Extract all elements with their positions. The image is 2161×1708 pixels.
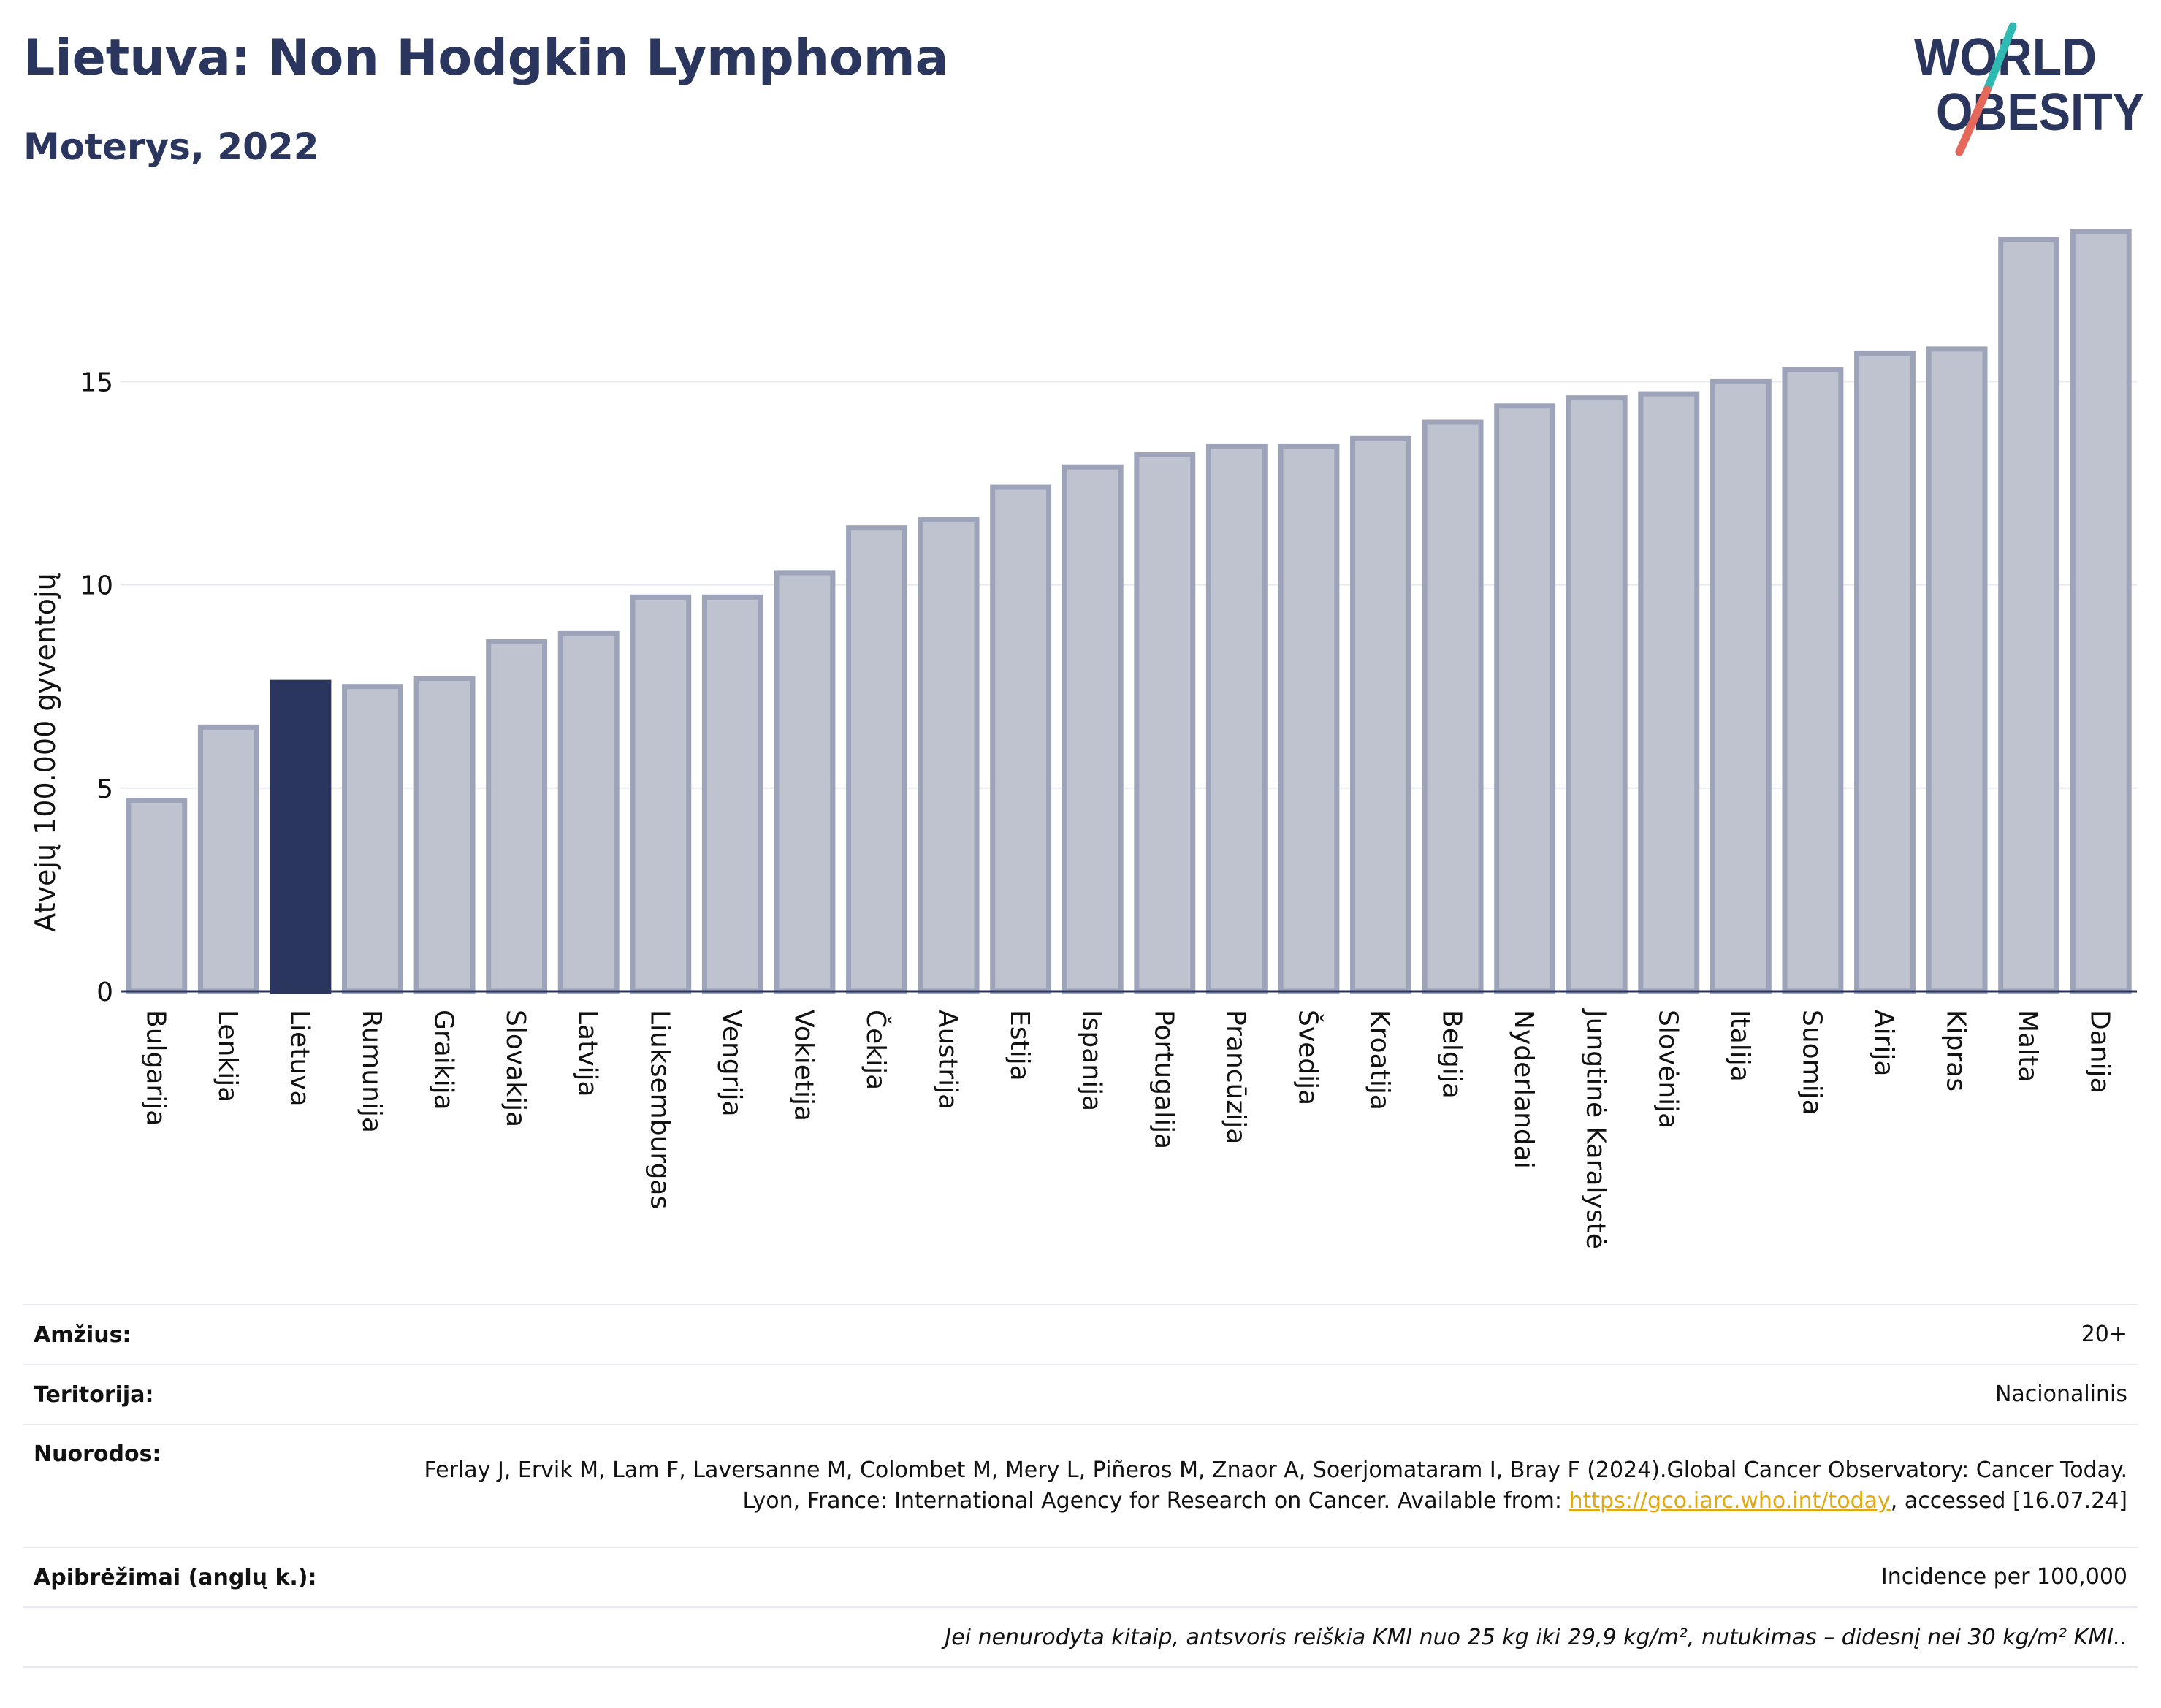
x-tick-label: Jungtinė Karalystė (1581, 1008, 1611, 1249)
x-tick-label: Kroatija (1365, 1010, 1395, 1110)
x-tick-labels: Bulgarija Lenkija Lietuva Rumunija Graikija S… (140, 1008, 2114, 1249)
logo-slash-top (1983, 22, 2017, 94)
bar-Graikija (413, 676, 476, 994)
x-tick-label: Liuksemburgas (644, 1010, 674, 1209)
bar-Slovakija (486, 638, 548, 994)
bar-Kroatija (1350, 435, 1411, 994)
x-tick-label: Prancūzija (1221, 1010, 1251, 1144)
info-row-age: Amžius: 20+ (23, 1305, 2138, 1365)
bar-Danija (2070, 229, 2132, 994)
bar-Belgija (1422, 419, 1484, 994)
x-tick-label: Portugalija (1148, 1010, 1178, 1149)
x-tick-label: Suomija (1796, 1010, 1826, 1116)
bar-Čekija (846, 525, 907, 994)
x-tick-label: Vengrija (717, 1010, 747, 1117)
bar-Airija (1854, 350, 1916, 994)
bar-Lietuva (270, 679, 332, 994)
x-tick-label: Ispanija (1077, 1010, 1107, 1111)
bar-Jungtinė Karalystė (1566, 395, 1628, 994)
x-tick-label: Italija (1725, 1010, 1755, 1082)
age-label: Amžius: (34, 1322, 132, 1348)
info-row-territory: Teritorija: Nacionalinis (23, 1365, 2138, 1425)
references-link[interactable]: https://gco.iarc.who.int/today (1569, 1488, 1891, 1514)
x-tick-label: Lietuva (284, 1010, 314, 1107)
world-obesity-logo: WORLD OBESITY (1914, 22, 2144, 156)
age-value: 20+ (2081, 1322, 2127, 1347)
definitions-value: Incidence per 100,000 (1880, 1564, 2127, 1590)
bar-Suomija (1782, 367, 1844, 994)
y-tick-labels: 0 5 10 15 (80, 367, 113, 1007)
bar-Portugalija (1134, 452, 1196, 994)
bar-Prancūzija (1205, 443, 1268, 994)
y-axis-title: Atvejų 100.000 gyventojų (29, 573, 61, 931)
bar-Malta (1998, 237, 2060, 994)
bar-Vengrija (701, 594, 763, 994)
x-tick-label: Belgija (1437, 1010, 1467, 1099)
definitions-label: Apibrėžimai (anglų k.): (34, 1564, 317, 1590)
territory-value: Nacionalinis (1994, 1381, 2127, 1407)
references-accessed: , accessed [16.07.24] (1890, 1488, 2127, 1514)
x-tick-label: Latvija (573, 1010, 603, 1097)
chart-subtitle: Moterys, 2022 (23, 126, 319, 168)
bar-Ispanija (1062, 464, 1124, 994)
x-tick-label: Airija (1869, 1010, 1899, 1077)
y-tick-label: 0 (96, 977, 113, 1007)
x-tick-label: Nyderlandai (1509, 1010, 1539, 1169)
bar-Slovėnija (1638, 391, 1700, 994)
bar-Kipras (1926, 346, 1988, 994)
x-tick-label: Kipras (1941, 1010, 1971, 1091)
x-tick-label: Lenkija (213, 1010, 243, 1102)
bar-Austrija (918, 517, 980, 994)
y-tick-label: 10 (80, 571, 113, 601)
info-row-references: Nuorodos: Ferlay J, Ervik M, Lam F, Lave… (23, 1425, 2138, 1547)
bar-Lenkija (197, 724, 259, 994)
bar-Vokietija (774, 570, 836, 994)
bar-Rumunija (342, 684, 403, 994)
bar-Latvija (557, 630, 620, 994)
x-tick-label: Švedija (1292, 1010, 1323, 1105)
x-tick-label: Bulgarija (140, 1010, 170, 1126)
bars (126, 229, 2132, 994)
references-text: Ferlay J, Ervik M, Lam F, Laversanne M, … (424, 1457, 2127, 1514)
y-tick-label: 5 (96, 774, 113, 804)
bar-Nyderlandai (1494, 403, 1556, 994)
info-row-definitions: Apibrėžimai (anglų k.): Incidence per 10… (23, 1547, 2138, 1607)
x-tick-label: Slovėnija (1653, 1010, 1682, 1129)
info-table: Amžius: 20+ Teritorija: Nacionalinis Nuo… (23, 1304, 2138, 1668)
y-tick-label: 15 (80, 367, 113, 397)
footnote: Jei nenurodyta kitaip, antsvoris reiškia… (945, 1624, 2127, 1650)
x-tick-label: Graikija (429, 1010, 459, 1110)
x-tick-label: Slovakija (500, 1010, 530, 1127)
bar-Bulgarija (126, 797, 188, 994)
x-tick-label: Vokietija (788, 1010, 818, 1121)
info-row-note: Jei nenurodyta kitaip, antsvoris reiškia… (23, 1607, 2138, 1667)
x-tick-label: Rumunija (357, 1010, 386, 1133)
x-tick-label: Austrija (933, 1010, 963, 1110)
bar-Liuksemburgas (630, 594, 692, 994)
references-value: Ferlay J, Ervik M, Lam F, Laversanne M, … (351, 1425, 2138, 1547)
references-label: Nuorodos: (34, 1441, 161, 1467)
logo-slash-bottom (1955, 85, 1992, 156)
x-tick-label: Estija (1005, 1010, 1034, 1081)
x-tick-label: Danija (2085, 1010, 2115, 1094)
territory-label: Teritorija: (34, 1381, 154, 1408)
bar-chart: 0 5 10 15 Bulgarija Lenkija Lietuva Rumunija Gr… (29, 229, 2137, 1249)
chart-title: Lietuva: Non Hodgkin Lymphoma (23, 29, 949, 87)
bar-Švedija (1278, 443, 1340, 994)
x-tick-label: Čekija (861, 1010, 891, 1090)
bar-Estija (990, 484, 1052, 994)
bar-Italija (1710, 378, 1772, 994)
x-tick-label: Malta (2013, 1010, 2043, 1082)
